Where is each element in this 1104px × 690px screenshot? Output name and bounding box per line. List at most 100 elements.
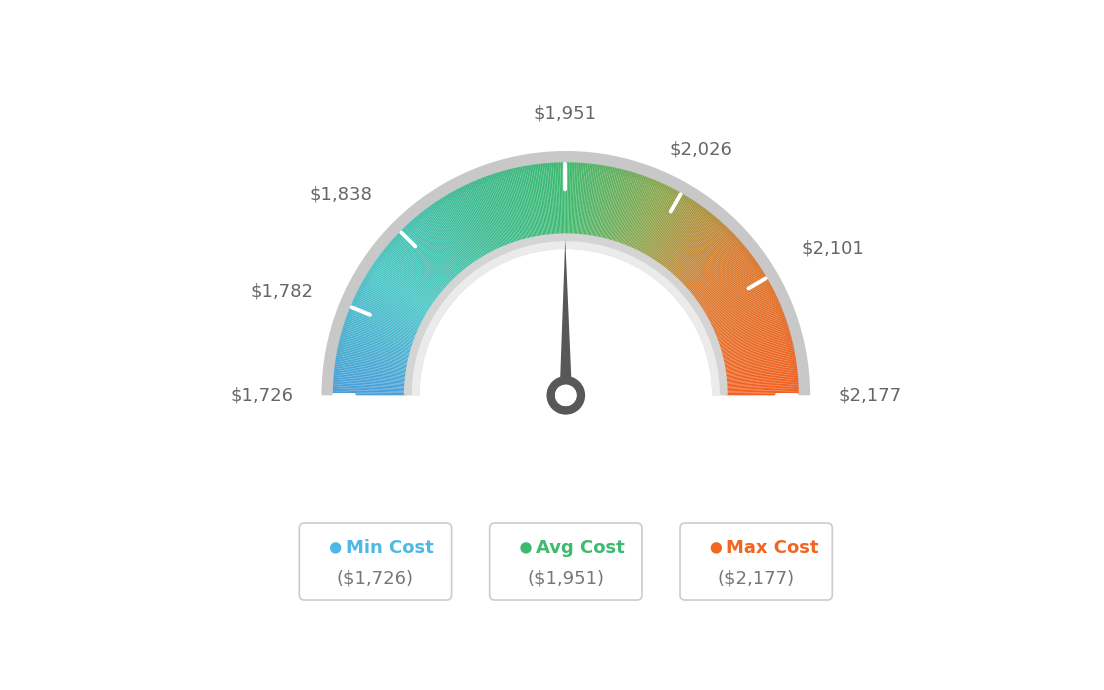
Wedge shape	[615, 174, 639, 244]
Wedge shape	[716, 320, 787, 345]
Wedge shape	[660, 208, 705, 268]
Wedge shape	[619, 176, 647, 246]
Wedge shape	[658, 206, 703, 266]
Wedge shape	[321, 151, 810, 395]
Wedge shape	[693, 257, 754, 302]
Wedge shape	[719, 332, 790, 353]
Wedge shape	[697, 263, 758, 306]
Text: $2,026: $2,026	[670, 141, 733, 159]
Wedge shape	[365, 275, 429, 315]
Wedge shape	[452, 191, 489, 257]
Wedge shape	[464, 186, 497, 253]
Text: Min Cost: Min Cost	[346, 539, 434, 557]
Wedge shape	[687, 244, 744, 293]
Wedge shape	[577, 163, 584, 237]
Wedge shape	[724, 368, 797, 378]
Wedge shape	[599, 168, 617, 240]
Wedge shape	[725, 390, 799, 393]
Wedge shape	[622, 177, 650, 247]
Wedge shape	[691, 251, 750, 298]
Wedge shape	[336, 359, 408, 372]
Wedge shape	[335, 362, 408, 374]
Wedge shape	[497, 172, 520, 244]
Wedge shape	[428, 206, 474, 266]
Wedge shape	[553, 163, 559, 237]
Wedge shape	[591, 165, 604, 238]
Wedge shape	[454, 190, 490, 256]
Wedge shape	[369, 269, 432, 310]
Wedge shape	[701, 272, 764, 312]
Wedge shape	[672, 223, 724, 279]
Wedge shape	[550, 163, 555, 237]
Wedge shape	[468, 183, 500, 251]
Wedge shape	[380, 254, 439, 299]
Wedge shape	[689, 247, 746, 295]
Wedge shape	[386, 246, 444, 294]
Wedge shape	[725, 386, 798, 391]
Wedge shape	[691, 253, 751, 299]
Wedge shape	[341, 331, 413, 352]
Wedge shape	[683, 239, 740, 289]
Wedge shape	[333, 372, 407, 380]
Wedge shape	[631, 183, 664, 251]
Wedge shape	[723, 366, 797, 377]
Wedge shape	[529, 165, 542, 238]
Wedge shape	[643, 191, 680, 257]
Wedge shape	[702, 275, 766, 315]
Wedge shape	[657, 205, 701, 266]
Wedge shape	[434, 203, 476, 264]
Wedge shape	[561, 162, 563, 236]
Wedge shape	[614, 173, 638, 244]
Wedge shape	[333, 373, 407, 382]
Wedge shape	[623, 178, 651, 248]
FancyBboxPatch shape	[490, 523, 641, 600]
Wedge shape	[517, 167, 533, 240]
Wedge shape	[548, 163, 554, 237]
Wedge shape	[344, 322, 415, 346]
Wedge shape	[537, 164, 548, 237]
Wedge shape	[502, 170, 523, 242]
Wedge shape	[565, 162, 567, 236]
Circle shape	[555, 384, 576, 406]
Wedge shape	[718, 325, 788, 348]
Wedge shape	[724, 377, 798, 384]
Wedge shape	[705, 285, 772, 321]
Wedge shape	[496, 172, 519, 244]
Wedge shape	[349, 310, 418, 338]
Wedge shape	[373, 263, 435, 306]
Wedge shape	[723, 357, 796, 371]
Wedge shape	[391, 240, 447, 290]
Wedge shape	[713, 310, 783, 338]
Wedge shape	[520, 166, 535, 239]
Wedge shape	[646, 194, 684, 258]
Wedge shape	[336, 361, 408, 373]
Wedge shape	[341, 332, 413, 353]
Wedge shape	[678, 230, 732, 284]
Wedge shape	[715, 318, 786, 344]
Wedge shape	[636, 186, 670, 253]
Wedge shape	[715, 315, 785, 342]
Wedge shape	[573, 163, 578, 237]
Wedge shape	[470, 182, 501, 250]
Wedge shape	[724, 384, 798, 389]
Wedge shape	[651, 199, 692, 262]
Wedge shape	[333, 381, 407, 386]
Wedge shape	[598, 167, 615, 240]
Wedge shape	[603, 169, 622, 241]
Wedge shape	[395, 236, 449, 287]
Wedge shape	[608, 170, 629, 242]
Wedge shape	[349, 308, 418, 337]
Wedge shape	[723, 362, 797, 374]
Wedge shape	[639, 188, 675, 255]
Wedge shape	[587, 164, 598, 238]
Wedge shape	[609, 171, 630, 243]
Wedge shape	[408, 221, 459, 277]
Wedge shape	[616, 175, 641, 245]
Wedge shape	[628, 181, 658, 249]
Wedge shape	[338, 344, 411, 362]
Wedge shape	[626, 179, 655, 248]
Wedge shape	[361, 283, 426, 319]
Wedge shape	[364, 277, 428, 315]
Wedge shape	[343, 324, 414, 347]
Wedge shape	[722, 355, 796, 369]
